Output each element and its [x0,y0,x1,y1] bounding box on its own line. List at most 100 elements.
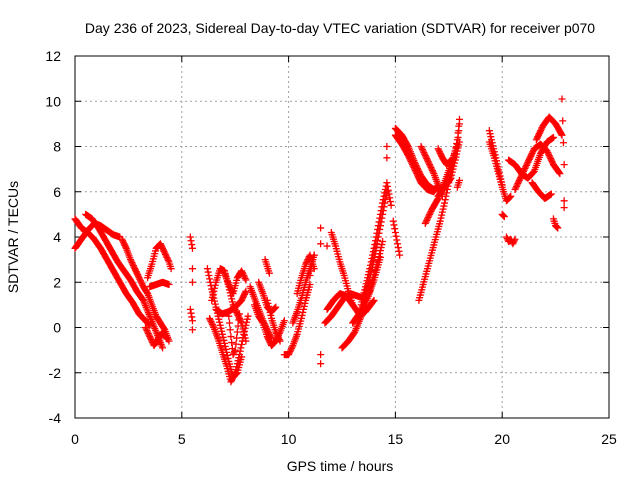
data-point [552,222,560,230]
data-point [230,349,238,357]
data-point [557,130,565,138]
data-point [288,343,296,351]
data-point [270,305,278,313]
data-point [379,210,387,218]
data-point [560,204,568,212]
data-point [208,296,216,304]
data-point [560,161,568,169]
data-point [533,134,541,142]
y-tick-label: -4 [49,410,62,426]
data-point [378,241,386,249]
data-point [119,238,127,246]
data-point [317,351,325,359]
data-point [240,271,248,279]
data-point [511,235,519,243]
data-point [421,152,429,160]
data-point [323,242,331,250]
data-point [188,317,196,325]
data-point [303,257,311,265]
data-point [135,274,143,282]
data-point [384,186,392,194]
data-point [406,156,414,164]
data-point [537,125,545,133]
data-point [544,149,552,157]
data-point [238,295,246,303]
data-point [265,269,273,277]
data-point [215,315,223,323]
data-point [146,334,154,342]
data-point [434,145,442,153]
data-point [137,278,145,286]
data-point [239,293,247,301]
data-point [518,170,526,178]
data-point [240,290,248,298]
data-point [534,133,542,141]
data-point [206,316,214,324]
data-series-b8 [225,310,243,359]
data-point [382,192,390,200]
data-point [517,172,525,180]
data-point [242,337,250,345]
x-tick-label: 20 [494,431,510,447]
data-point [525,155,533,163]
data-point [448,168,456,176]
data-series-e4 [389,217,404,259]
data-point [356,308,364,316]
data-point [423,216,431,224]
data-point [553,223,561,231]
data-point [233,334,241,342]
data-point [418,146,426,154]
data-point [421,219,429,227]
data-series-d8 [349,238,387,327]
data-point [428,167,436,175]
data-series-b4 [206,312,252,386]
x-tick-label: 5 [178,431,186,447]
data-point [408,161,416,169]
data-point [188,241,196,249]
data-point [240,273,248,281]
x-tick-label: 15 [388,431,404,447]
data-point [417,143,425,150]
data-point [186,305,194,313]
data-point [118,235,126,243]
data-series-a5 [144,240,175,282]
data-point [423,156,431,164]
data-point [164,256,172,264]
y-tick-label: 6 [53,184,61,200]
chart-title: Day 236 of 2023, Sidereal Day-to-day VTE… [85,20,595,36]
data-point [438,208,446,216]
data-point [228,375,236,383]
data-series-d2 [317,351,325,368]
data-point [450,162,458,170]
data-point [411,167,419,175]
data-point [164,255,172,263]
data-point [510,238,518,246]
data-series-a2 [71,219,124,252]
data-point [427,164,435,172]
data-point [147,336,155,344]
data-point [377,218,385,226]
data-series-e10 [453,176,463,191]
data-point [451,156,459,164]
data-point [526,154,534,162]
y-tick-label: -2 [49,365,62,381]
data-point [302,260,310,268]
data-point [188,278,196,286]
data-point [235,354,243,362]
data-point [228,298,236,306]
data-point [187,309,195,317]
data-point [272,330,280,338]
data-point [242,276,250,284]
data-series-e7 [417,143,446,200]
data-point [280,317,288,325]
data-point [302,259,310,267]
data-point [436,149,444,157]
data-series-e9 [434,138,463,200]
data-point [548,158,556,166]
data-point [266,308,274,316]
data-point [412,168,420,176]
data-point [317,224,325,232]
data-point [159,246,167,254]
data-point [241,274,249,282]
data-point [357,307,365,315]
